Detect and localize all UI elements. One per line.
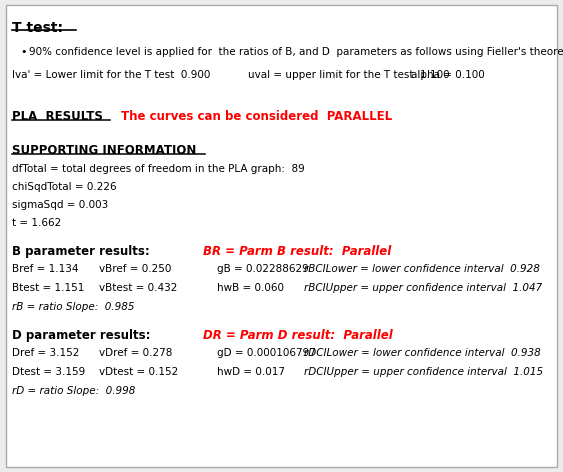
Text: vDref = 0.278: vDref = 0.278: [99, 348, 172, 358]
Text: T test:: T test:: [12, 21, 64, 35]
Text: D parameter results:: D parameter results:: [12, 329, 151, 342]
Text: The curves can be considered  PARALLEL: The curves can be considered PARALLEL: [121, 110, 392, 123]
Text: DR = Parm D result:  Parallel: DR = Parm D result: Parallel: [203, 329, 392, 342]
Text: 90% confidence level is applied for  the ratios of B, and D  parameters as follo: 90% confidence level is applied for the …: [29, 47, 563, 57]
Text: vBtest = 0.432: vBtest = 0.432: [99, 283, 177, 293]
Text: •: •: [21, 47, 28, 57]
Text: rD = ratio Slope:  0.998: rD = ratio Slope: 0.998: [12, 386, 136, 396]
Text: gD = 0.000106797: gD = 0.000106797: [217, 348, 316, 358]
Text: Dtest = 3.159: Dtest = 3.159: [12, 367, 86, 377]
Text: Dref = 3.152: Dref = 3.152: [12, 348, 80, 358]
Text: rDCIUpper = upper confidence interval  1.015: rDCIUpper = upper confidence interval 1.…: [304, 367, 543, 377]
Text: hwB = 0.060: hwB = 0.060: [217, 283, 284, 293]
Text: vBref = 0.250: vBref = 0.250: [99, 264, 171, 274]
Text: rBCILower = lower confidence interval  0.928: rBCILower = lower confidence interval 0.…: [304, 264, 540, 274]
Text: gB = 0.02288629: gB = 0.02288629: [217, 264, 309, 274]
Text: rDCILower = lower confidence interval  0.938: rDCILower = lower confidence interval 0.…: [304, 348, 541, 358]
Text: B parameter results:: B parameter results:: [12, 245, 150, 258]
Text: Bref = 1.134: Bref = 1.134: [12, 264, 79, 274]
Text: rBCIUpper = upper confidence interval  1.047: rBCIUpper = upper confidence interval 1.…: [304, 283, 542, 293]
Text: PLA  RESULTS: PLA RESULTS: [12, 110, 103, 123]
Text: BR = Parm B result:  Parallel: BR = Parm B result: Parallel: [203, 245, 391, 258]
Text: chiSqdTotal = 0.226: chiSqdTotal = 0.226: [12, 182, 117, 192]
Text: vDtest = 0.152: vDtest = 0.152: [99, 367, 178, 377]
Text: hwD = 0.017: hwD = 0.017: [217, 367, 285, 377]
Text: sigmaSqd = 0.003: sigmaSqd = 0.003: [12, 200, 109, 210]
Text: t = 1.662: t = 1.662: [12, 218, 61, 228]
Text: lva' = Lower limit for the T test  0.900: lva' = Lower limit for the T test 0.900: [12, 70, 211, 80]
Text: SUPPORTING INFORMATION: SUPPORTING INFORMATION: [12, 144, 196, 157]
Text: alpha = 0.100: alpha = 0.100: [411, 70, 485, 80]
Text: Btest = 1.151: Btest = 1.151: [12, 283, 85, 293]
Text: uval = upper limit for the T test  1.100: uval = upper limit for the T test 1.100: [248, 70, 449, 80]
Text: dfTotal = total degrees of freedom in the PLA graph:  89: dfTotal = total degrees of freedom in th…: [12, 164, 305, 174]
Text: rB = ratio Slope:  0.985: rB = ratio Slope: 0.985: [12, 302, 135, 312]
